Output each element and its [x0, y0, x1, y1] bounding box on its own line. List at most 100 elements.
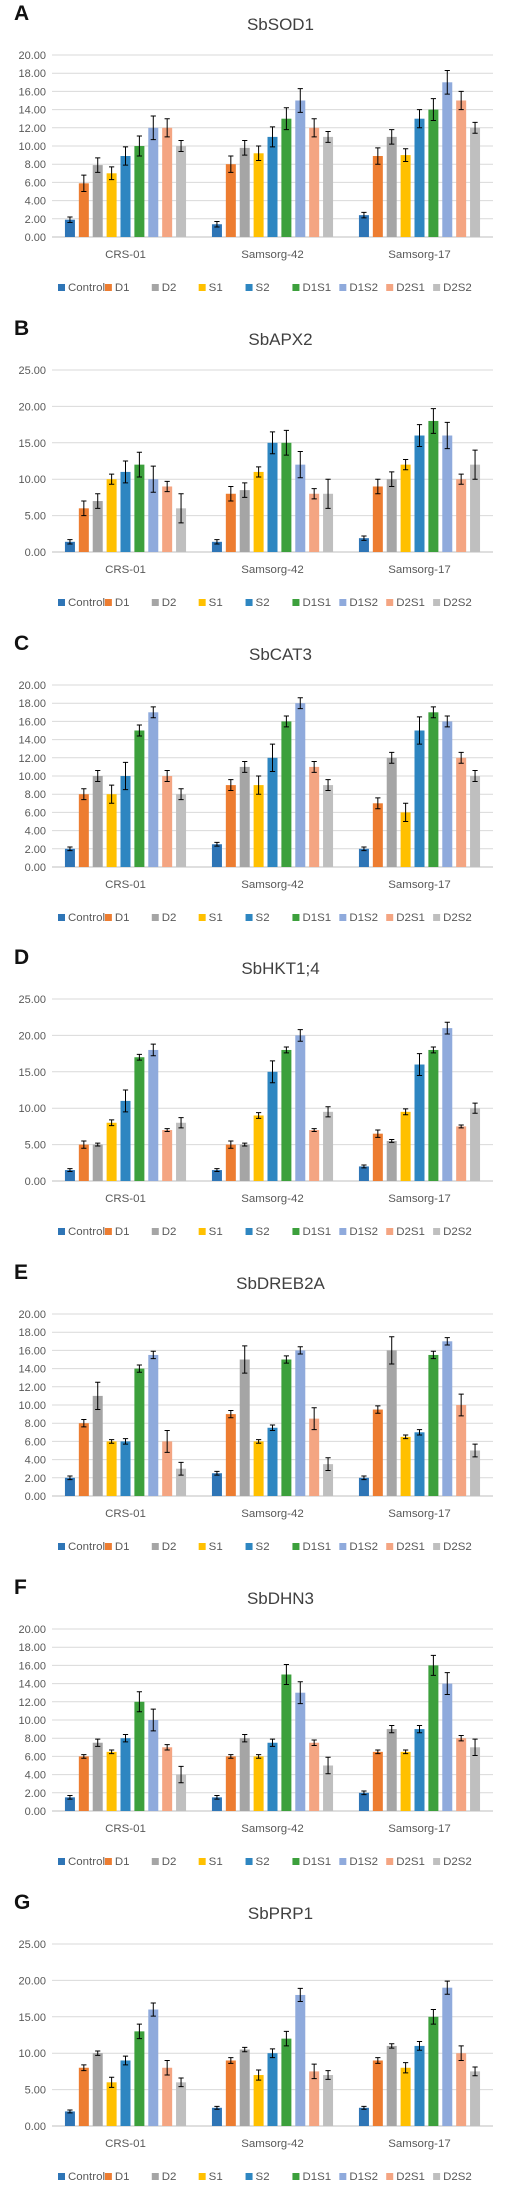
- bar: [134, 2031, 145, 2126]
- error-bar: [375, 1749, 381, 1755]
- y-tick-label: 6.00: [25, 1437, 46, 1449]
- bar: [92, 1396, 103, 1497]
- y-tick-label: 25.00: [19, 1939, 47, 1951]
- bar: [78, 1144, 89, 1182]
- error-bar: [297, 1681, 303, 1705]
- bar: [148, 711, 159, 867]
- error-bar: [375, 796, 381, 809]
- legend-label: D2S2: [443, 912, 472, 924]
- x-category-label: Samsorg-42: [241, 564, 304, 576]
- bar: [267, 757, 278, 867]
- bar: [428, 109, 439, 237]
- bar: [400, 464, 411, 552]
- error-bar: [325, 1106, 331, 1118]
- x-category-label: Samsorg-42: [241, 2138, 304, 2150]
- bar: [106, 1751, 117, 1811]
- y-tick-label: 18.00: [19, 1642, 47, 1654]
- bar: [162, 486, 173, 552]
- legend-swatch: [386, 598, 394, 606]
- bar: [295, 1350, 306, 1497]
- error-bar: [375, 147, 381, 165]
- bar: [176, 1774, 187, 1811]
- bar: [134, 730, 145, 867]
- bar: [358, 537, 369, 552]
- bar: [225, 2060, 236, 2126]
- legend-label: D2: [162, 1226, 177, 1238]
- y-tick-label: 12.00: [19, 1697, 47, 1709]
- error-bar: [269, 2048, 276, 2058]
- chart-title: SbAPX2: [248, 330, 312, 349]
- error-bar: [389, 471, 395, 487]
- bar: [414, 2045, 425, 2126]
- error-bar: [136, 135, 142, 157]
- error-bar: [109, 2076, 115, 2088]
- bar-chart: SbDHN3 0.00 2.00 4.00 6.00 8.00 10.00 12.00 14.0…: [19, 1589, 493, 1868]
- bar: [323, 784, 334, 867]
- bar: [120, 1738, 131, 1811]
- error-bar: [109, 1439, 115, 1444]
- bar: [386, 1350, 397, 1497]
- error-bar: [81, 500, 87, 516]
- error-bar: [283, 1046, 289, 1054]
- legend-label: S1: [209, 2171, 223, 2183]
- legend-label: D1S1: [302, 1541, 331, 1553]
- error-bar: [122, 460, 129, 484]
- error-bar: [389, 1724, 395, 1734]
- bar: [78, 793, 89, 867]
- legend-swatch: [245, 2172, 253, 2180]
- error-bar: [122, 1734, 129, 1743]
- legend-swatch: [292, 598, 300, 606]
- legend-label: Control: [68, 282, 105, 294]
- legend-swatch: [104, 283, 112, 291]
- error-bar: [256, 145, 262, 162]
- error-bar: [403, 458, 409, 471]
- x-category-label: Samsorg-17: [388, 1823, 451, 1835]
- error-bar: [269, 1738, 276, 1747]
- y-tick-label: 2.00: [25, 1788, 46, 1800]
- bar: [456, 1405, 467, 1497]
- bar: [281, 720, 292, 867]
- bar: [148, 478, 159, 552]
- legend-swatch: [245, 598, 253, 606]
- error-bar: [444, 1022, 450, 1035]
- y-tick-label: 2.00: [25, 214, 46, 226]
- error-bar: [228, 155, 234, 173]
- y-tick-label: 25.00: [19, 365, 47, 377]
- y-tick-label: 0.00: [25, 1176, 46, 1188]
- legend-label: D2S2: [443, 1541, 472, 1553]
- bar: [211, 2107, 222, 2126]
- y-tick-label: 14.00: [19, 1364, 47, 1376]
- error-bar: [178, 1765, 184, 1784]
- bar: [225, 1144, 236, 1182]
- y-tick-label: 10.00: [19, 771, 47, 783]
- y-tick-label: 10.00: [19, 1400, 47, 1412]
- error-bar: [256, 2069, 262, 2081]
- bar: [239, 1359, 250, 1497]
- bar: [372, 1751, 383, 1811]
- bar: [470, 775, 481, 867]
- error-bar: [109, 473, 115, 485]
- legend-swatch: [104, 913, 112, 921]
- error-bar: [164, 480, 170, 492]
- bar: [239, 147, 250, 237]
- bar: [211, 541, 222, 552]
- bar: [239, 2049, 250, 2126]
- error-bar: [403, 148, 409, 162]
- chart-title: SbDREB2A: [236, 1274, 325, 1293]
- legend-swatch: [386, 2172, 394, 2180]
- bar: [281, 1359, 292, 1497]
- error-bar: [136, 2023, 142, 2039]
- legend-label: Control: [68, 1226, 105, 1238]
- bar: [442, 1341, 453, 1497]
- error-bar: [122, 761, 129, 790]
- error-bar: [444, 1337, 450, 1346]
- error-bar: [242, 760, 248, 773]
- error-bar: [228, 1410, 234, 1419]
- bar: [267, 136, 278, 237]
- bar: [309, 1130, 320, 1182]
- y-tick-label: 5.00: [25, 510, 46, 522]
- error-bar: [256, 1754, 262, 1759]
- bar: [134, 464, 145, 552]
- y-tick-label: 15.00: [19, 1067, 47, 1079]
- legend-swatch: [58, 2172, 66, 2180]
